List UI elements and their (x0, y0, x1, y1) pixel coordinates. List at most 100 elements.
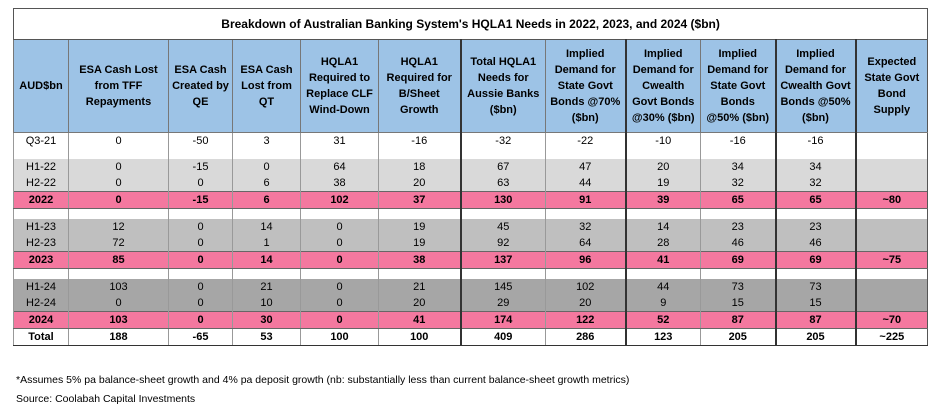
cell: 0 (168, 295, 233, 312)
spacer-cell (624, 208, 701, 219)
cell: 0 (300, 295, 379, 312)
cell: 53 (232, 328, 301, 346)
table-row: H2-23 72 0 1 0 19 92 64 28 46 46 (13, 235, 929, 252)
spacer-cell (774, 149, 856, 159)
cell: 47 (545, 159, 626, 175)
spacer-cell (300, 208, 379, 219)
table-row: H1-23 12 0 14 0 19 45 32 14 23 23 (13, 219, 929, 235)
cell: 0 (168, 219, 233, 235)
table-title: Breakdown of Australian Banking System's… (12, 8, 929, 40)
cell: 100 (378, 328, 461, 346)
cell: 73 (774, 279, 856, 295)
cell: 19 (624, 175, 701, 192)
cell: 38 (300, 175, 379, 192)
row-label: H2-24 (13, 295, 69, 312)
cell: 6 (232, 175, 301, 192)
cell: 29 (459, 295, 546, 312)
column-header: Implied Demand for Cwealth Govt Bonds @3… (624, 39, 701, 133)
cell: -22 (545, 132, 626, 149)
spacer-cell (232, 208, 301, 219)
cell: 0 (168, 175, 233, 192)
spacer-cell (168, 208, 233, 219)
spacer-cell (545, 149, 626, 159)
column-header: Implied Demand for Cwealth Govt Bonds @5… (774, 39, 856, 133)
spacer-cell (232, 268, 301, 279)
cell: 64 (545, 235, 626, 252)
cell: 103 (68, 311, 169, 329)
cell: ~80 (854, 191, 929, 209)
cell: 0 (300, 251, 379, 269)
spacer-cell (854, 268, 929, 279)
cell: 96 (545, 251, 626, 269)
cell: 39 (624, 191, 701, 209)
cell: 45 (459, 219, 546, 235)
cell: ~225 (854, 328, 929, 346)
cell: 0 (68, 132, 169, 149)
table-row: 2023 85 0 14 0 38 137 96 41 69 69 ~75 (13, 251, 929, 269)
cell: -16 (774, 132, 856, 149)
table-row: Total 188 -65 53 100 100 409 286 123 205 205 ~225 (13, 328, 929, 346)
cell: 65 (700, 191, 776, 209)
column-header: ESA Cash Lost from TFF Repayments (68, 39, 169, 133)
spacer-cell (700, 268, 776, 279)
cell: 205 (774, 328, 856, 346)
cell: 0 (168, 251, 233, 269)
cell: 46 (774, 235, 856, 252)
cell: 0 (168, 279, 233, 295)
cell: 18 (378, 159, 461, 175)
cell: 73 (700, 279, 776, 295)
cell: 23 (700, 219, 776, 235)
cell: 409 (459, 328, 546, 346)
cell: 3 (232, 132, 301, 149)
cell: 52 (624, 311, 701, 329)
spacer-cell (378, 268, 461, 279)
cell: -50 (168, 132, 233, 149)
spacer-cell (854, 149, 929, 159)
cell: 19 (378, 235, 461, 252)
spacer-cell (774, 208, 856, 219)
cell: 87 (774, 311, 856, 329)
row-label: 2022 (13, 191, 69, 209)
column-header: HQLA1 Required to Replace CLF Wind-Down (300, 39, 379, 133)
spacer-cell (13, 208, 69, 219)
cell: 23 (774, 219, 856, 235)
cell: 10 (232, 295, 301, 312)
cell: 20 (624, 159, 701, 175)
cell: 44 (545, 175, 626, 192)
row-label: H2-23 (13, 235, 69, 252)
spacer-row (13, 149, 929, 159)
cell: 85 (68, 251, 169, 269)
spacer-cell (459, 268, 546, 279)
cell: 0 (68, 295, 169, 312)
cell: -10 (624, 132, 701, 149)
cell: 0 (300, 279, 379, 295)
cell: 20 (545, 295, 626, 312)
cell: 92 (459, 235, 546, 252)
spacer-cell (378, 149, 461, 159)
cell: 37 (378, 191, 461, 209)
cell: 28 (624, 235, 701, 252)
spacer-cell (378, 208, 461, 219)
spacer-cell (624, 149, 701, 159)
spacer-cell (300, 268, 379, 279)
cell: 0 (68, 191, 169, 209)
cell: 34 (774, 159, 856, 175)
cell: ~75 (854, 251, 929, 269)
table-row: H1-22 0 -15 0 64 18 67 47 20 34 34 (13, 159, 929, 175)
table-row: 2024 103 0 30 0 41 174 122 52 87 87 ~70 (13, 311, 929, 329)
spacer-row (13, 208, 929, 219)
spacer-cell (854, 208, 929, 219)
cell: 19 (378, 219, 461, 235)
cell: 0 (168, 235, 233, 252)
empty-cell (854, 279, 929, 295)
empty-cell (854, 175, 929, 192)
empty-cell (854, 219, 929, 235)
cell: -15 (168, 159, 233, 175)
empty-cell (854, 159, 929, 175)
cell: 205 (700, 328, 776, 346)
row-label: H1-22 (13, 159, 69, 175)
cell: 188 (68, 328, 169, 346)
cell: 67 (459, 159, 546, 175)
cell: 21 (378, 279, 461, 295)
cell: 14 (232, 251, 301, 269)
